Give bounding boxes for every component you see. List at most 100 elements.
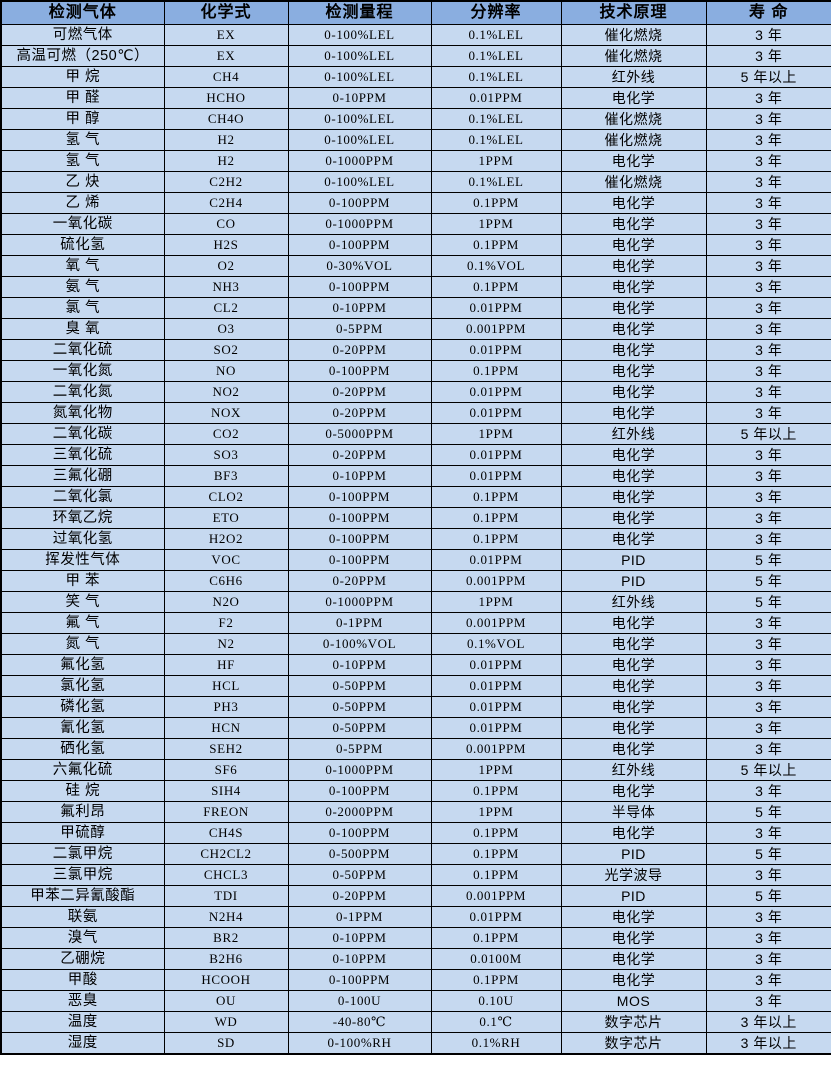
cell-formula: N2O: [163, 591, 289, 613]
table-row: 氟利昂 FREON 0-2000PPM 1PPM 半导体 5 年: [0, 801, 831, 823]
cell-gas: 氮氧化物: [0, 402, 165, 424]
cell-tech: 电化学: [560, 87, 707, 109]
table-row: 磷化氢 PH3 0-50PPM 0.01PPM 电化学 3 年: [0, 696, 831, 718]
cell-gas: 氧 气: [0, 255, 165, 277]
cell-resolution: 0.01PPM: [430, 465, 562, 487]
cell-life: 3 年: [705, 969, 831, 991]
cell-tech: 电化学: [560, 360, 707, 382]
table-row: 硫化氢 H2S 0-100PPM 0.1PPM 电化学 3 年: [0, 234, 831, 256]
cell-tech: 催化燃烧: [560, 45, 707, 67]
cell-formula: SF6: [163, 759, 289, 781]
cell-gas: 氟 气: [0, 612, 165, 634]
cell-range: 0-100PPM: [287, 528, 432, 550]
cell-gas: 恶臭: [0, 990, 165, 1012]
table-row: 三氯甲烷 CHCL3 0-50PPM 0.1PPM 光学波导 3 年: [0, 864, 831, 886]
cell-gas: 氰化氢: [0, 717, 165, 739]
cell-tech: PID: [560, 570, 707, 592]
cell-tech: PID: [560, 549, 707, 571]
cell-gas: 三氟化硼: [0, 465, 165, 487]
cell-life: 3 年: [705, 822, 831, 844]
table-row: 三氟化硼 BF3 0-10PPM 0.01PPM 电化学 3 年: [0, 465, 831, 487]
cell-formula: SIH4: [163, 780, 289, 802]
cell-range: 0-100PPM: [287, 360, 432, 382]
cell-formula: SEH2: [163, 738, 289, 760]
table-row: 乙 烯 C2H4 0-100PPM 0.1PPM 电化学 3 年: [0, 192, 831, 214]
cell-gas: 溴气: [0, 927, 165, 949]
cell-formula: CH4: [163, 66, 289, 88]
cell-range: 0-1000PPM: [287, 150, 432, 172]
table-row: 氮 气 N2 0-100%VOL 0.1%VOL 电化学 3 年: [0, 633, 831, 655]
table-row: 氧 气 O2 0-30%VOL 0.1%VOL 电化学 3 年: [0, 255, 831, 277]
table-row: 乙硼烷 B2H6 0-10PPM 0.0100M 电化学 3 年: [0, 948, 831, 970]
cell-range: 0-20PPM: [287, 339, 432, 361]
cell-range: 0-500PPM: [287, 843, 432, 865]
cell-gas: 乙 炔: [0, 171, 165, 193]
cell-resolution: 1PPM: [430, 591, 562, 613]
cell-formula: B2H6: [163, 948, 289, 970]
cell-range: 0-100PPM: [287, 507, 432, 529]
cell-life: 3 年: [705, 654, 831, 676]
cell-gas: 环氧乙烷: [0, 507, 165, 529]
table-row: 硅 烷 SIH4 0-100PPM 0.1PPM 电化学 3 年: [0, 780, 831, 802]
cell-formula: OU: [163, 990, 289, 1012]
cell-resolution: 0.1PPM: [430, 276, 562, 298]
cell-resolution: 0.01PPM: [430, 696, 562, 718]
cell-formula: CO: [163, 213, 289, 235]
cell-formula: CH4O: [163, 108, 289, 130]
cell-formula: CHCL3: [163, 864, 289, 886]
cell-life: 3 年: [705, 696, 831, 718]
cell-range: 0-100PPM: [287, 780, 432, 802]
cell-life: 3 年: [705, 528, 831, 550]
cell-tech: 电化学: [560, 696, 707, 718]
table-row: 挥发性气体 VOC 0-100PPM 0.01PPM PID 5 年: [0, 549, 831, 571]
cell-formula: HCHO: [163, 87, 289, 109]
table-row: 甲苯二异氰酸酯 TDI 0-20PPM 0.001PPM PID 5 年: [0, 885, 831, 907]
cell-gas: 乙 烯: [0, 192, 165, 214]
cell-resolution: 0.1%RH: [430, 1032, 562, 1055]
cell-formula: BR2: [163, 927, 289, 949]
cell-tech: 电化学: [560, 276, 707, 298]
cell-tech: 电化学: [560, 402, 707, 424]
cell-formula: HCOOH: [163, 969, 289, 991]
cell-gas: 二氧化氮: [0, 381, 165, 403]
cell-resolution: 0.1%LEL: [430, 171, 562, 193]
table-row: 甲 醇 CH4O 0-100%LEL 0.1%LEL 催化燃烧 3 年: [0, 108, 831, 130]
cell-resolution: 0.0100M: [430, 948, 562, 970]
cell-tech: 半导体: [560, 801, 707, 823]
cell-life: 3 年: [705, 948, 831, 970]
cell-range: 0-20PPM: [287, 885, 432, 907]
cell-life: 3 年: [705, 780, 831, 802]
cell-gas: 甲 烷: [0, 66, 165, 88]
cell-range: 0-10PPM: [287, 927, 432, 949]
table-row: 氨 气 NH3 0-100PPM 0.1PPM 电化学 3 年: [0, 276, 831, 298]
cell-life: 3 年: [705, 507, 831, 529]
cell-resolution: 0.1%LEL: [430, 45, 562, 67]
cell-gas: 六氟化硫: [0, 759, 165, 781]
cell-tech: 电化学: [560, 780, 707, 802]
cell-gas: 甲 醛: [0, 87, 165, 109]
cell-life: 5 年: [705, 570, 831, 592]
cell-formula: WD: [163, 1011, 289, 1033]
table-header: 检测气体 化学式 检测量程 分辨率 技术原理 寿 命: [0, 0, 831, 25]
table-row: 湿度 SD 0-100%RH 0.1%RH 数字芯片 3 年以上: [0, 1032, 831, 1055]
cell-formula: TDI: [163, 885, 289, 907]
cell-resolution: 0.001PPM: [430, 570, 562, 592]
cell-formula: NH3: [163, 276, 289, 298]
cell-gas: 甲苯二异氰酸酯: [0, 885, 165, 907]
cell-tech: 电化学: [560, 486, 707, 508]
cell-resolution: 0.01PPM: [430, 87, 562, 109]
cell-resolution: 0.10U: [430, 990, 562, 1012]
cell-formula: CH4S: [163, 822, 289, 844]
cell-life: 3 年: [705, 675, 831, 697]
table-row: 氢 气 H2 0-1000PPM 1PPM 电化学 3 年: [0, 150, 831, 172]
table-row: 甲 醛 HCHO 0-10PPM 0.01PPM 电化学 3 年: [0, 87, 831, 109]
cell-range: 0-10PPM: [287, 297, 432, 319]
table-row: 环氧乙烷 ETO 0-100PPM 0.1PPM 电化学 3 年: [0, 507, 831, 529]
cell-tech: 电化学: [560, 528, 707, 550]
cell-gas: 乙硼烷: [0, 948, 165, 970]
cell-range: 0-50PPM: [287, 675, 432, 697]
cell-resolution: 0.01PPM: [430, 381, 562, 403]
cell-life: 3 年: [705, 171, 831, 193]
cell-tech: 电化学: [560, 150, 707, 172]
cell-range: 0-100%VOL: [287, 633, 432, 655]
